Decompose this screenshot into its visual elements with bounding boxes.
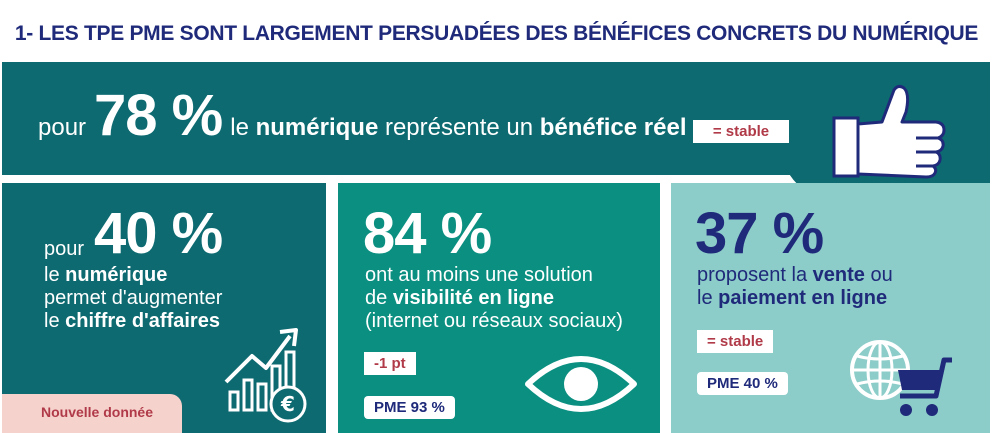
card2-pme-badge: PME 93 %: [364, 396, 455, 419]
card1-line2: permet d'augmenter: [44, 287, 223, 309]
card1-line1-bold: numérique: [65, 264, 168, 286]
card1-percent: 40 %: [94, 201, 223, 266]
card3-percent: 37 %: [695, 201, 824, 266]
top-stable-badge: = stable: [693, 120, 789, 143]
top-stat: pour 78 % le numérique représente un bén…: [38, 82, 687, 149]
card2-change-badge: -1 pt: [364, 352, 416, 375]
top-text-bold2: bénéfice réel: [539, 114, 687, 141]
card1-prefix: pour: [44, 238, 85, 260]
card2-percent: 84 %: [363, 201, 492, 266]
card1-line3: le chiffre d'affaires: [44, 310, 220, 332]
card3-line2-pre: le: [697, 287, 713, 309]
card3-line1: proposent la vente ou: [697, 264, 893, 286]
card1-line3-pre: le: [44, 310, 60, 332]
card1-line1-pre: le: [44, 264, 60, 286]
eye-icon: [525, 356, 637, 412]
top-text-bold1: numérique: [255, 114, 379, 141]
card3-line1-bold: vente: [812, 264, 865, 286]
page-title: 1- LES TPE PME SONT LARGEMENT PERSUADÉES…: [14, 22, 979, 45]
card3-pme-badge: PME 40 %: [697, 372, 788, 395]
top-percent: 78 %: [94, 83, 223, 148]
shopping-cart-icon: [898, 357, 952, 416]
svg-text:€: €: [280, 392, 295, 416]
card1-line1: le numérique: [44, 264, 167, 286]
card3-line2-bold: paiement en ligne: [718, 287, 888, 309]
card3-line2: le paiement en ligne: [697, 287, 887, 309]
card2-line3: (internet ou réseaux sociaux): [365, 310, 623, 332]
card3-line1-post: ou: [870, 264, 893, 286]
euro-coin-icon: €: [269, 385, 307, 423]
card3-stable-badge: = stable: [697, 330, 774, 353]
card1-line3-bold: chiffre d'affaires: [65, 310, 220, 332]
card3-line1-pre: proposent la: [697, 264, 808, 286]
card2-line2: de visibilité en ligne: [365, 287, 554, 309]
card2-line1: ont au moins une solution: [365, 264, 593, 286]
new-data-tag: Nouvelle donnée: [2, 394, 182, 433]
top-prefix: pour: [38, 114, 87, 141]
card2-line2-pre: de: [365, 287, 388, 309]
card2-line2-bold: visibilité en ligne: [392, 287, 554, 309]
top-text-pre: le: [230, 114, 249, 141]
card-visibility: [338, 183, 660, 433]
top-text-mid: représente un: [384, 114, 534, 141]
thumbs-up-icon: [832, 84, 946, 179]
